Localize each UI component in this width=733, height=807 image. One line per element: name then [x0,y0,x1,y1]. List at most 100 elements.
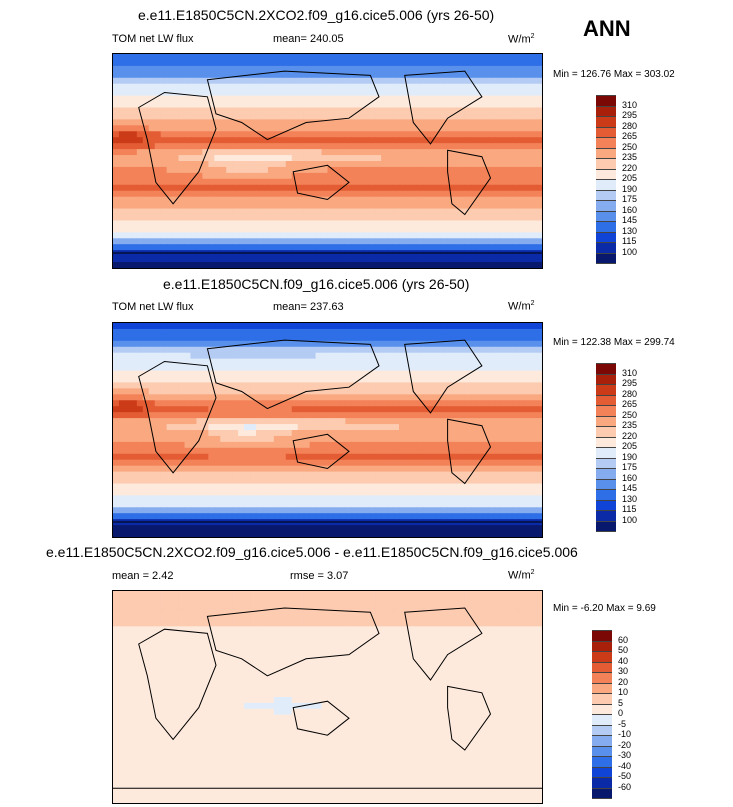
colorbar-swatch [592,661,612,673]
colorbar-swatch [596,179,616,191]
colorbar-tick-label: -60 [618,781,632,792]
panel-1-colorbar: 310 295 280 265 250 235 220 205 190 175 160 145 130 1… [596,95,656,264]
colorbar-swatch [596,384,616,396]
map-field [113,591,542,803]
colorbar-tick-label: 190 [622,451,638,462]
colorbar-tick-label: 175 [622,194,638,204]
colorbar-tick-label: 30 [618,666,629,676]
colorbar-swatch [596,447,616,459]
colorbar-swatch [596,489,616,501]
colorbar-swatch [596,436,616,448]
colorbar-tick-label: -20 [618,739,632,750]
colorbar-swatch [592,735,612,747]
colorbar-tick-label: 220 [622,162,638,173]
panel-1-title: e.e11.E1850C5CN.2XCO2.f09_g16.cice5.006 … [138,7,495,23]
colorbar-swatch [596,478,616,490]
colorbar-tick-label: 0 [618,708,624,718]
panel-2-min-max: Min = 122.38 Max = 299.74 [553,337,675,348]
panel-2-units: W/m2 [508,300,535,313]
colorbar-swatch [596,405,616,417]
colorbar-tick-label: -40 [618,760,632,771]
colorbar-swatch [596,394,616,406]
panel-2-title: e.e11.E1850C5CN.f09_g16.cice5.006 (yrs 2… [163,276,470,292]
colorbar-swatch [592,777,612,789]
colorbar-tick-label: 250 [622,409,638,420]
colorbar-tick-label: -10 [618,729,632,739]
colorbar-tick-label: 310 [622,367,638,378]
colorbar-tick-label: 295 [622,110,638,120]
colorbar-swatch [596,231,616,243]
colorbar-swatch [592,703,612,715]
colorbar-swatch [596,158,616,170]
colorbar-tick-label: 5 [618,697,624,708]
colorbar-swatch [596,373,616,385]
panel-1-units: W/m2 [508,33,535,46]
colorbar-tick-label: 235 [622,420,638,430]
panel-2-colorbar: 310 295 280 265 250 235 220 205 190 175 160 145 130 1… [596,363,656,532]
panel-3-mean: mean = 2.42 [112,570,174,582]
panel-1-mean: mean= 240.05 [273,33,344,45]
colorbar-tick-label: 40 [618,655,629,666]
colorbar-swatch [596,468,616,480]
colorbar-tick-label: 310 [622,99,638,110]
colorbar-swatch [596,210,616,222]
colorbar-swatch [596,200,616,212]
colorbar-swatch [592,651,612,663]
colorbar-tick-label: 10 [618,687,629,697]
colorbar-tick-label: 130 [622,493,638,504]
colorbar-tick-label: 50 [618,645,629,655]
colorbar-tick-label: -5 [618,718,627,729]
colorbar-swatch [596,457,616,469]
colorbar-swatch [596,415,616,427]
colorbar-swatch [596,510,616,522]
panel-3-colorbar: 60 50 40 30 20 10 5 0 -5 -10 -20 -30 -40 -50 -60 [592,630,652,799]
map-field [113,54,542,268]
colorbar-swatch [596,95,616,107]
colorbar-swatch [592,693,612,705]
panel-2-variable-label: TOM net LW flux [112,301,194,313]
map-field [113,323,542,537]
colorbar-swatch [592,724,612,736]
colorbar-tick-label: -30 [618,750,632,760]
season-label: ANN [583,16,631,41]
panel-1-min-max: Min = 126.76 Max = 303.02 [553,69,675,80]
colorbar-tick-label: 250 [622,141,638,152]
colorbar-tick-label: 145 [622,483,638,493]
panel-2-mean: mean= 237.63 [273,301,344,313]
colorbar-swatch [592,640,612,652]
colorbar-tick-label: 235 [622,152,638,162]
colorbar-swatch [592,756,612,768]
colorbar-tick-label: 115 [622,504,637,514]
panel-3-min-max: Min = -6.20 Max = 9.69 [553,603,656,614]
colorbar-swatch [596,126,616,138]
colorbar-swatch [592,630,612,642]
colorbar-swatch [596,221,616,233]
colorbar-tick-label: 205 [622,173,638,183]
panel-1-variable-label: TOM net LW flux [112,33,194,45]
colorbar-tick-label: 160 [622,204,638,215]
panel-1-map [112,53,543,269]
colorbar-swatch [596,252,616,264]
panel-3-units: W/m2 [508,569,535,582]
colorbar-swatch [596,520,616,532]
colorbar-swatch [596,168,616,180]
colorbar-tick-label: 20 [618,676,629,687]
colorbar-tick-label: 280 [622,120,638,131]
colorbar-swatch [592,672,612,684]
colorbar-tick-label: 280 [622,388,638,399]
panel-3-rmse: rmse = 3.07 [290,570,349,582]
colorbar-tick-label: -50 [618,771,632,781]
colorbar-tick-label: 175 [622,462,638,472]
colorbar-swatch [592,787,612,799]
colorbar-swatch [592,766,612,778]
colorbar-tick-label: 100 [622,514,638,525]
colorbar-swatch [592,745,612,757]
colorbar-tick-label: 115 [622,236,637,246]
colorbar-swatch [596,499,616,511]
colorbar-tick-label: 145 [622,215,638,225]
colorbar-tick-label: 100 [622,246,638,257]
colorbar-tick-label: 220 [622,430,638,441]
colorbar-tick-label: 265 [622,131,638,141]
colorbar-swatch [592,682,612,694]
colorbar-tick-label: 190 [622,183,638,194]
